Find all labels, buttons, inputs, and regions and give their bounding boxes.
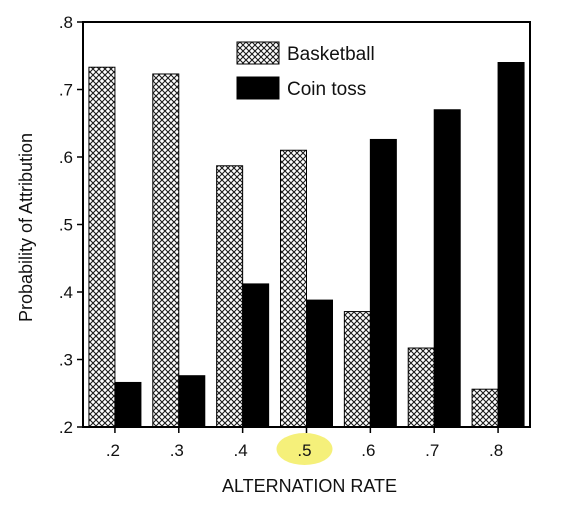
legend-label-basketball: Basketball: [287, 44, 375, 65]
bar-coin-toss-6: [369, 138, 397, 428]
highlight-marker: [276, 433, 333, 465]
x-tick-label: .4: [234, 441, 248, 460]
x-axis-title: ALTERNATION RATE: [222, 476, 397, 496]
x-tick-label: .5: [297, 441, 311, 460]
bar-coin-toss-4: [242, 283, 270, 428]
x-tick-label: .8: [489, 441, 503, 460]
bar-coin-toss-3: [178, 375, 206, 428]
bar-basketball-6: [343, 311, 371, 428]
highlight-layer: [276, 433, 333, 465]
legend-swatch-coin-toss: [236, 76, 280, 100]
bar-coin-toss-7: [433, 109, 461, 428]
x-tick-label: .3: [170, 441, 184, 460]
bars-layer: [88, 62, 525, 428]
y-tick-label: .4: [59, 283, 73, 302]
x-tick-label: .6: [361, 441, 375, 460]
x-tick-label: .2: [106, 441, 120, 460]
bar-basketball-5: [280, 149, 307, 428]
legend-swatch-basketball: [236, 41, 280, 65]
bar-basketball-7: [407, 347, 435, 428]
bar-basketball-8: [471, 388, 499, 428]
bar-basketball-3: [152, 73, 180, 428]
bar-coin-toss-2: [114, 381, 142, 428]
y-tick-label: .8: [59, 13, 73, 32]
x-axis: .2 .3 .4 .5 .6 .7 .8: [106, 427, 503, 460]
x-tick-label: .7: [425, 441, 439, 460]
legend-label-coin-toss: Coin toss: [287, 79, 366, 100]
bar-coin-toss-8: [497, 62, 525, 428]
y-axis: .2 .3 .4 .5 .6 .7 .8: [59, 13, 83, 437]
y-tick-label: .7: [59, 81, 73, 100]
y-tick-label: .3: [59, 351, 73, 370]
y-tick-label: .6: [59, 148, 73, 167]
bar-basketball-2: [88, 66, 116, 428]
legend: Basketball Coin toss: [236, 41, 375, 100]
bar-coin-toss-5: [306, 299, 333, 428]
y-tick-label: .2: [59, 418, 73, 437]
y-axis-title: Probability of Attribution: [16, 133, 36, 322]
y-tick-label: .5: [59, 216, 73, 235]
bar-basketball-4: [216, 165, 244, 428]
